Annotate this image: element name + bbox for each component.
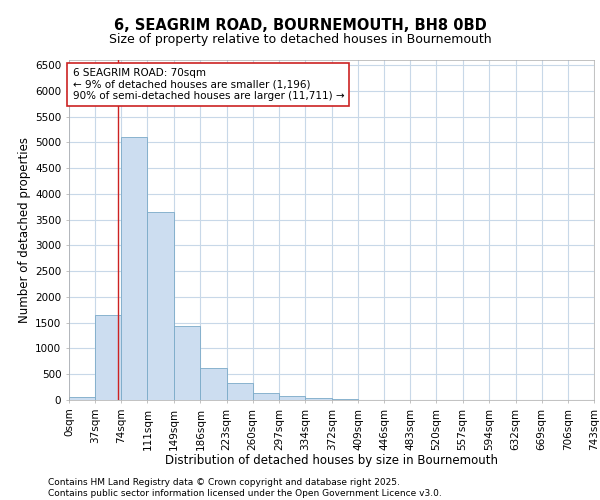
Bar <box>95 315 121 400</box>
Bar <box>253 392 279 400</box>
Bar <box>148 212 174 400</box>
Bar <box>200 368 227 400</box>
Text: Size of property relative to detached houses in Bournemouth: Size of property relative to detached ho… <box>109 32 491 46</box>
X-axis label: Distribution of detached houses by size in Bournemouth: Distribution of detached houses by size … <box>165 454 498 467</box>
Text: Contains HM Land Registry data © Crown copyright and database right 2025.
Contai: Contains HM Land Registry data © Crown c… <box>48 478 442 498</box>
Bar <box>69 398 95 400</box>
Bar <box>121 138 148 400</box>
Bar <box>279 396 305 400</box>
Bar <box>227 383 253 400</box>
Y-axis label: Number of detached properties: Number of detached properties <box>18 137 31 323</box>
Bar <box>305 398 332 400</box>
Text: 6 SEAGRIM ROAD: 70sqm
← 9% of detached houses are smaller (1,196)
90% of semi-de: 6 SEAGRIM ROAD: 70sqm ← 9% of detached h… <box>73 68 344 101</box>
Bar <box>174 326 200 400</box>
Text: 6, SEAGRIM ROAD, BOURNEMOUTH, BH8 0BD: 6, SEAGRIM ROAD, BOURNEMOUTH, BH8 0BD <box>113 18 487 32</box>
